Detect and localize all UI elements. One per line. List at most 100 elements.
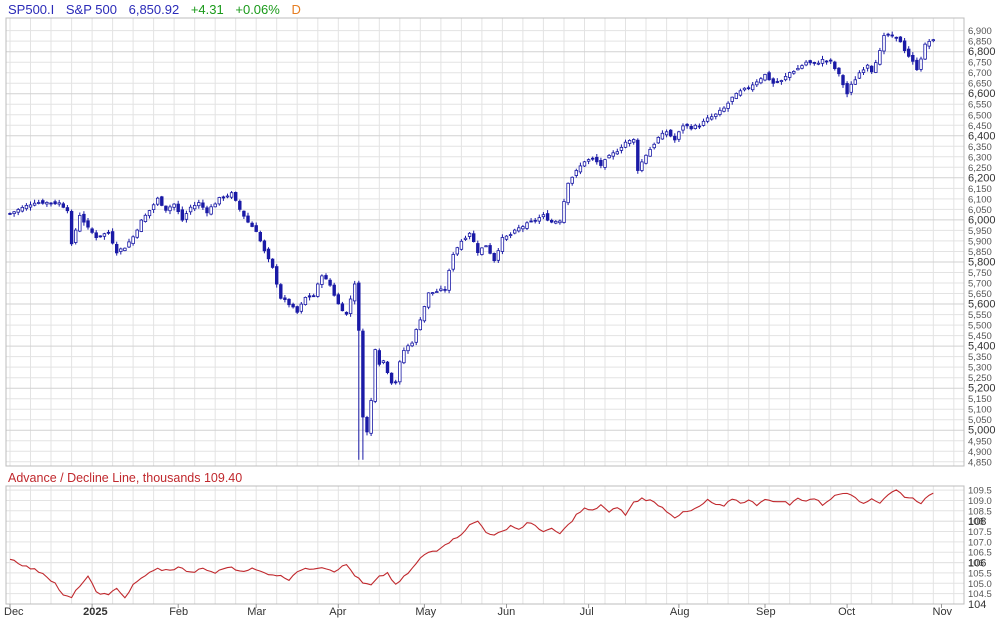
candle-down (393, 381, 398, 384)
candle-down (599, 159, 603, 166)
ad-y-major-label: 108 (968, 516, 986, 528)
candle-down (357, 282, 361, 331)
ad-y-major-label: 106 (968, 558, 986, 570)
candle-down (361, 330, 365, 418)
candle-down (377, 350, 381, 365)
candle-up (586, 159, 591, 162)
candle-down (894, 36, 898, 39)
price-y-tick-label: 5,700 (968, 279, 992, 290)
candle-up (722, 107, 726, 112)
candle-up (467, 232, 472, 237)
candle-down (336, 294, 340, 305)
instrument-name: S&P 500 (65, 2, 117, 17)
candle-up (430, 292, 435, 295)
candle-down (115, 243, 119, 254)
price-y-tick-label: 6,250 (968, 163, 992, 174)
ad-y-tick-label: 109.0 (968, 496, 992, 507)
x-tick-label: Sep (756, 606, 776, 618)
price-y-tick-label: 6,350 (968, 142, 992, 153)
candle-down (94, 232, 98, 239)
price-y-tick-label: 5,050 (968, 415, 992, 426)
candle-up (927, 41, 931, 47)
candle-down (53, 201, 57, 205)
candle-up (582, 161, 587, 167)
candle-up (578, 165, 583, 173)
candle-up (139, 219, 143, 232)
candle-down (328, 279, 332, 286)
candle-down (833, 61, 837, 69)
candle-up (188, 206, 193, 213)
candle-up (738, 90, 743, 96)
ad-y-tick-label: 108.5 (968, 506, 992, 517)
candle-up (792, 71, 796, 74)
candle-up (627, 139, 632, 144)
price-y-tick-label: 5,800 (968, 257, 996, 269)
candle-up (303, 296, 308, 305)
candle-up (213, 203, 217, 208)
symbol-label[interactable]: SP500.I (8, 2, 55, 17)
candle-up (632, 139, 636, 143)
candle-down (233, 191, 238, 201)
candle-down (242, 210, 246, 217)
candle-up (451, 254, 455, 270)
candle-down (205, 207, 209, 214)
candle-up (209, 206, 213, 215)
candle-up (677, 131, 681, 140)
candle-down (636, 139, 640, 171)
candle-down (106, 231, 111, 234)
candle-up (229, 192, 234, 198)
candle-up (611, 152, 615, 157)
candle-down (180, 209, 184, 221)
candle-down (61, 203, 65, 208)
ad-y-tick-label: 105.5 (968, 568, 992, 579)
ad-y-tick-label: 108 (968, 517, 984, 528)
price-y-tick-label: 5,150 (968, 394, 992, 405)
candle-up (439, 288, 443, 291)
candle-down (915, 59, 919, 70)
candle-up (804, 61, 808, 66)
candle-up (541, 214, 546, 218)
candle-down (476, 243, 480, 254)
date-x-axis: Dec 2025 Feb Mar Apr May Jun Jul Aug Sep Oct Nov (4, 604, 953, 618)
candle-down (246, 215, 250, 223)
candle-up (143, 214, 148, 223)
candle-up (155, 197, 160, 205)
candle-down (385, 361, 390, 374)
ad-panel-frame (5, 485, 965, 605)
price-y-tick-label: 5,350 (968, 352, 992, 363)
chart-header: SP500.I S&P 500 6,850.92 +4.31 +0.06% D (8, 2, 309, 17)
candle-down (164, 205, 168, 211)
candle-up (681, 125, 685, 131)
price-y-tick-label: 6,500 (968, 110, 992, 121)
period-selector[interactable]: D (291, 2, 301, 17)
x-tick-label: 2025 (83, 606, 107, 618)
candle-up (435, 291, 439, 294)
candle-up (119, 248, 123, 252)
candle-up (225, 195, 230, 198)
candle-up (759, 78, 763, 84)
candle-up (299, 303, 303, 312)
candle-up (151, 204, 156, 211)
price-y-tick-label: 6,700 (968, 68, 992, 79)
candle-up (615, 151, 619, 155)
ad-y-axis: 104.5105.0105.5106106.5107.0107.5108108.… (968, 486, 992, 611)
candle-up (882, 35, 886, 52)
price-y-tick-label: 6,900 (968, 26, 992, 37)
candle-up (398, 361, 402, 383)
candle-up (20, 206, 24, 212)
candle-down (238, 200, 242, 210)
candle-up (664, 131, 669, 136)
candle-up (102, 233, 107, 237)
price-y-tick-label: 5,550 (968, 310, 992, 321)
x-tick-label: Aug (670, 606, 690, 618)
price-y-tick-label: 5,900 (968, 236, 992, 247)
candle-down (86, 220, 90, 228)
candle-down (685, 123, 689, 127)
candle-up (874, 62, 878, 73)
candle-down (295, 306, 299, 313)
candle-down (545, 213, 550, 221)
price-y-tick-label: 4,900 (968, 447, 992, 458)
candle-up (570, 176, 574, 184)
price-y-tick-label: 5,500 (968, 321, 992, 332)
